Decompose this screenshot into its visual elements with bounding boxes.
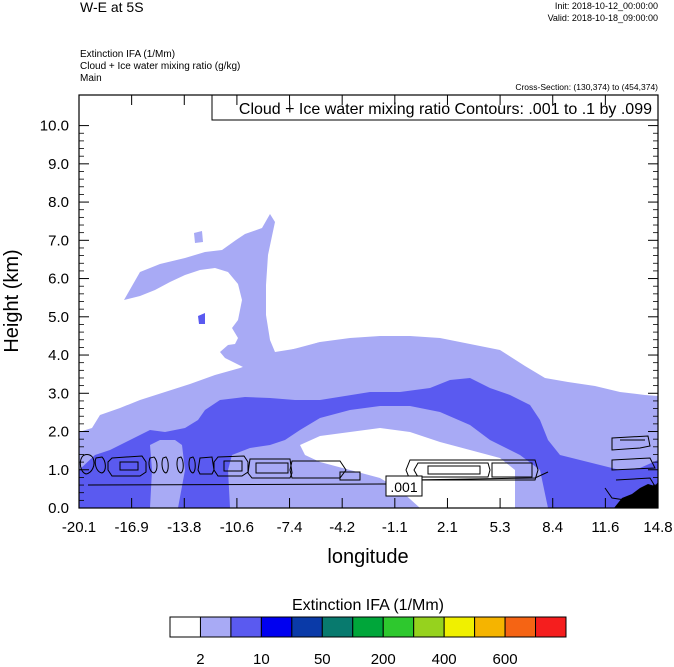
init-time: Init: 2018-10-12_00:00:00	[554, 1, 658, 11]
colorbar-swatch	[291, 616, 323, 638]
colorbar-label: 600	[493, 651, 518, 667]
colorbar-swatch	[535, 616, 567, 638]
colorbar-swatch	[382, 616, 415, 638]
contour-label: .001	[390, 479, 417, 495]
x-tick-label: -16.9	[115, 519, 149, 536]
x-tick-label: 8.4	[542, 519, 563, 536]
y-tick-label: 8.0	[48, 194, 69, 211]
y-tick-label: 5.0	[48, 309, 69, 326]
y-tick-label: 6.0	[48, 271, 69, 288]
x-tick-label: -10.6	[220, 519, 254, 536]
extinction-medium-patch	[198, 313, 205, 324]
x-tick-label: -4.2	[329, 519, 355, 536]
y-tick-label: 7.0	[48, 232, 69, 249]
colorbar-title: Extinction IFA (1/Mm)	[292, 597, 444, 614]
y-axis-title: Height (km)	[1, 249, 23, 352]
field-label-mixing-ratio: Cloud + Ice water mixing ratio (g/kg)	[80, 61, 241, 72]
colorbar-swatch	[230, 616, 262, 638]
colorbar-swatch	[504, 616, 537, 638]
colorbar	[169, 616, 567, 638]
x-tick-label: 2.1	[437, 519, 458, 536]
plot-title: W-E at 5S	[80, 0, 144, 15]
terrain	[614, 482, 658, 508]
contour-label-box	[385, 475, 423, 497]
extinction-light-patch	[194, 231, 203, 243]
colorbar-swatch	[413, 616, 445, 638]
x-tick-label: 11.6	[591, 519, 619, 536]
y-tick-label: 9.0	[48, 156, 69, 173]
colorbar-label: 50	[314, 651, 331, 667]
colorbar-swatch	[169, 616, 201, 638]
colorbar-swatch	[260, 616, 293, 638]
colorbar-label: 400	[432, 651, 457, 667]
y-tick-label: 1.0	[48, 462, 69, 479]
y-tick-label: 0.0	[48, 500, 69, 517]
x-tick-label: -1.1	[382, 519, 408, 536]
field-label-main: Main	[80, 73, 102, 84]
y-tick-label: 10.0	[40, 118, 69, 135]
colorbar-swatch	[352, 616, 384, 638]
x-tick-label: 14.8	[643, 519, 672, 536]
colorbar-swatch	[321, 616, 354, 638]
y-tick-label: 3.0	[48, 385, 69, 402]
x-tick-label: -7.4	[277, 519, 303, 536]
cross-section-label: Cross-Section: (130,374) to (454,374)	[515, 82, 658, 92]
y-tick-label: 4.0	[48, 347, 69, 364]
clear-region	[300, 428, 515, 508]
field-label-extinction: Extinction IFA (1/Mm)	[80, 49, 176, 60]
colorbar-swatch	[199, 616, 232, 638]
x-tick-label: 5.3	[490, 519, 511, 536]
colorbar-label: 2	[196, 651, 204, 667]
colorbar-label: 200	[371, 651, 396, 667]
colorbar-swatch	[474, 616, 506, 638]
y-tick-label: 2.0	[48, 424, 69, 441]
x-tick-label: -13.8	[167, 519, 201, 536]
x-axis-title: longitude	[327, 546, 408, 568]
contour-info-box	[211, 94, 659, 121]
colorbar-label: 10	[253, 651, 270, 667]
valid-time: Valid: 2018-10-18_09:00:00	[547, 13, 658, 23]
colorbar-swatch	[443, 616, 476, 638]
x-tick-label: -20.1	[62, 519, 96, 536]
contour-info-text: Cloud + Ice water mixing ratio Contours:…	[239, 101, 652, 118]
